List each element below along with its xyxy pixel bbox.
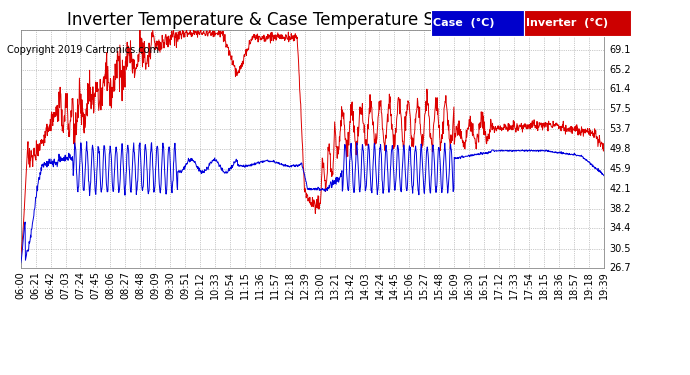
Text: 38.2: 38.2 — [609, 204, 631, 214]
Text: Inverter Temperature & Case Temperature Sat Aug 17 19:49: Inverter Temperature & Case Temperature … — [67, 11, 568, 29]
Text: 26.7: 26.7 — [609, 263, 631, 273]
Text: Case  (°C): Case (°C) — [433, 18, 495, 28]
Text: 42.1: 42.1 — [609, 184, 631, 194]
Text: 30.5: 30.5 — [609, 243, 631, 254]
Text: 49.8: 49.8 — [609, 144, 631, 154]
Text: 53.7: 53.7 — [609, 124, 631, 134]
Text: 34.4: 34.4 — [609, 224, 631, 233]
Text: 65.2: 65.2 — [609, 65, 631, 75]
Text: 72.9: 72.9 — [609, 25, 631, 35]
Text: Copyright 2019 Cartronics.com: Copyright 2019 Cartronics.com — [7, 45, 159, 55]
Text: 61.4: 61.4 — [609, 84, 631, 94]
Text: 45.9: 45.9 — [609, 164, 631, 174]
Text: Inverter  (°C): Inverter (°C) — [526, 18, 609, 28]
Text: 69.1: 69.1 — [609, 45, 631, 55]
Text: 57.5: 57.5 — [609, 104, 631, 114]
